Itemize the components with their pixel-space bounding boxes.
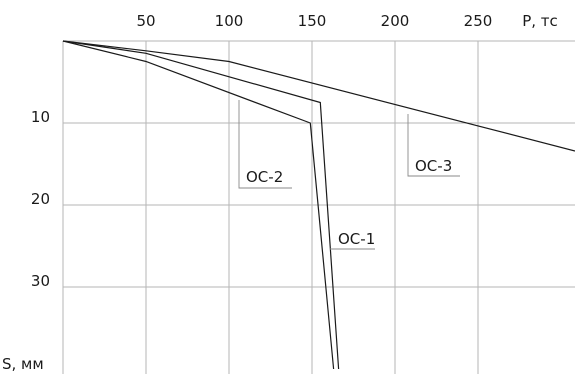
series-line-oc-2 (62, 40, 335, 370)
y-tick-label-10: 10 (31, 108, 50, 126)
leader-line-oc-3 (407, 114, 460, 177)
leader-line-oc-2 (238, 100, 292, 189)
y-axis-title: S, мм (2, 355, 44, 373)
x-tick-label-100: 100 (215, 12, 244, 30)
series-lines (62, 40, 575, 370)
y-tick-label-30: 30 (31, 272, 50, 290)
series-label-oc-3: OC-3 (415, 157, 452, 175)
x-tick-label-150: 150 (298, 12, 327, 30)
y-tick-label-20: 20 (31, 190, 50, 208)
series-labels: OC-1 OC-2 OC-3 (246, 157, 452, 248)
x-tick-label-250: 250 (464, 12, 493, 30)
x-tick-label-50: 50 (136, 12, 155, 30)
series-label-oc-2: OC-2 (246, 168, 283, 186)
tick-labels: 50 100 150 200 250 10 20 30 (31, 12, 492, 290)
series-line-oc-3 (62, 40, 575, 152)
series-leaders (238, 100, 460, 250)
series-label-oc-1: OC-1 (338, 230, 375, 248)
x-tick-label-200: 200 (381, 12, 410, 30)
x-axis-title: P, тс (522, 12, 558, 30)
series-line-oc-1 (62, 40, 340, 370)
grid (62, 40, 575, 374)
